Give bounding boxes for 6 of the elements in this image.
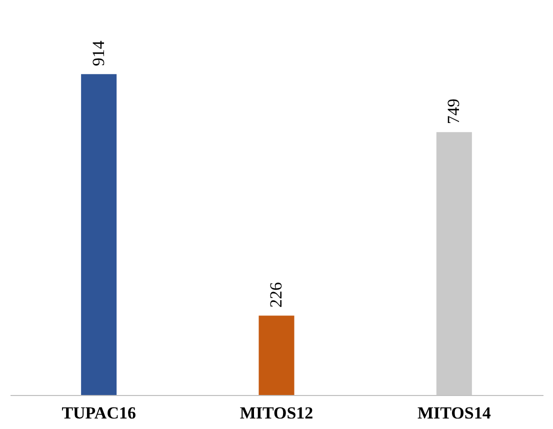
x-tick-label: TUPAC16 [62,404,136,422]
x-tick-label: MITOS12 [240,404,314,422]
data-label: 749 [444,98,464,124]
data-label: 226 [266,282,286,308]
data-label: 914 [88,40,108,66]
x-tick-label: MITOS14 [417,404,492,422]
